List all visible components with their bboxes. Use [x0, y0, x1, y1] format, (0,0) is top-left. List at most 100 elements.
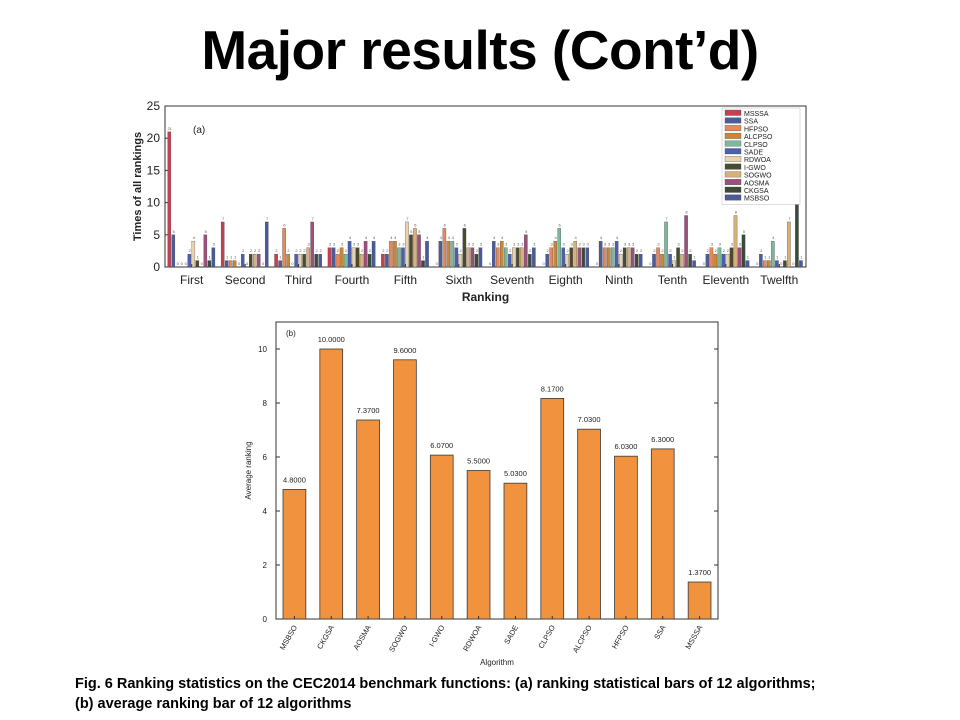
chart-b-bar [503, 482, 528, 620]
chart-a-data-label: 1 [226, 255, 229, 260]
chart-a-legend-label: AOSMA [744, 180, 770, 187]
chart-a-bar [729, 247, 734, 268]
chart-a-bar [240, 253, 245, 268]
chart-a-data-label: 3 [731, 242, 734, 247]
chart-a-bar [343, 253, 348, 268]
chart-a-data-label: 5 [173, 229, 176, 234]
chart-a-bar [557, 228, 561, 268]
chart-a-bar [602, 247, 607, 268]
chart-a-xtick-label: Eighth [549, 273, 583, 287]
chart-a-bar [553, 241, 557, 268]
chart-a-data-label: 1 [776, 255, 779, 260]
chart-a-bar [500, 241, 504, 268]
chart-b-xtick-label: ALCPSO [571, 623, 594, 654]
chart-a-data-label: 3 [341, 242, 344, 247]
chart-a-data-label: 0 [780, 261, 783, 266]
chart-a-ytick-label: 10 [147, 196, 161, 210]
chart-b-xtick-label: MSSSA [683, 624, 704, 651]
chart-a-data-label: 0 [596, 261, 599, 266]
chart-a-xtick-label: Twelfth [760, 273, 798, 287]
chart-a-bar [664, 221, 668, 268]
chart-a-data-label: 3 [468, 242, 471, 247]
chart-a-bar [256, 253, 261, 268]
chart-a-bar [347, 241, 352, 268]
chart-a-bar [630, 247, 635, 268]
chart-a-legend-label: ALCPSO [744, 134, 773, 141]
chart-a-bar [355, 247, 360, 268]
chart-a-data-label: 3 [612, 242, 615, 247]
chart-a-bar [528, 253, 532, 268]
chart-a-bar [516, 247, 520, 268]
chart-a-data-label: 2 [337, 248, 340, 253]
chart-a-legend-swatch [724, 186, 742, 193]
chart-b-xtick-label: I-GWO [427, 623, 447, 648]
chart-a-data-label: 5 [205, 229, 208, 234]
chart-a-bar [306, 247, 310, 268]
chart-b-bar [319, 348, 344, 620]
chart-a-bar [454, 247, 459, 268]
chart-a-legend-label: RDWOA [744, 157, 771, 164]
chart-a-bar [397, 247, 401, 268]
chart-a-data-label: 0 [201, 261, 204, 266]
chart-a-legend-label: SOGWO [744, 173, 772, 180]
chart-a-bar [638, 253, 643, 268]
chart-a-bar [775, 260, 779, 268]
chart-a-bar [684, 215, 688, 268]
chart-a-data-label: 0 [238, 261, 241, 266]
chart-a-bar [228, 260, 233, 268]
chart-a-bar [569, 247, 573, 268]
chart-b-xtick-label: MSBSO [278, 623, 299, 651]
chart-a-data-label: 6 [464, 222, 467, 227]
chart-a-bar [717, 247, 722, 268]
chart-b-data-label: 1.3700 [688, 568, 711, 577]
chart-a-data-label: 2 [303, 248, 306, 253]
chart-a-bar [286, 253, 290, 268]
chart-a-legend-swatch [724, 163, 742, 170]
chart-a-bar [474, 253, 479, 268]
chart-a-xtick-label: First [180, 273, 204, 287]
chart-a-data-label: 2 [250, 248, 253, 253]
chart-a-data-label: 3 [505, 242, 508, 247]
chart-a-data-label: 0 [262, 261, 265, 266]
chart-a-bar [314, 253, 318, 268]
chart-a-data-label: 4 [426, 235, 429, 240]
chart-a-data-label: 2 [546, 248, 549, 253]
chart-a-bar [310, 221, 314, 268]
chart-a-data-label: 3 [456, 242, 459, 247]
chart-b-xtick-label: AOSMA [351, 624, 372, 652]
chart-a-bar [462, 228, 467, 268]
chart-a-bar [565, 253, 569, 268]
chart-b-data-label: 5.5000 [467, 457, 490, 466]
chart-a-legend-swatch [724, 140, 742, 147]
chart-a-bar [561, 247, 565, 268]
chart-b-data-label: 6.3000 [651, 435, 674, 444]
chart-a-data-label: 3 [550, 242, 553, 247]
chart-a-bar [363, 241, 368, 268]
chart-a-bar [232, 260, 237, 268]
chart-a-bar [220, 221, 225, 268]
chart-b-data-label: 10.0000 [318, 335, 345, 344]
chart-a-bar [598, 241, 603, 268]
chart-a-data-label: 2 [382, 248, 385, 253]
chart-a-data-label: 2 [242, 248, 245, 253]
chart-a-bar [656, 247, 660, 268]
chart-a-bar [167, 131, 172, 268]
chart-a-panel-label: (a) [193, 125, 205, 136]
chart-b-ytick-label: 8 [263, 399, 268, 408]
chart-a-data-label: 4 [600, 235, 603, 240]
chart-a-data-label: 2 [254, 248, 257, 253]
chart-a-data-label: 2 [715, 248, 718, 253]
chart-a-bar [339, 247, 344, 268]
chart-a-data-label: 3 [333, 242, 336, 247]
chart-a-bar [171, 234, 176, 268]
chart-a-bar [478, 247, 483, 268]
chart-a-data-label: 3 [497, 242, 500, 247]
chart-a-data-label: 7 [311, 216, 314, 221]
chart-a-bar [545, 253, 549, 268]
chart-a-bar [573, 241, 577, 268]
chart-b-bar [650, 448, 675, 620]
chart-a-data-label: 1 [673, 255, 676, 260]
chart-a-bar [496, 247, 500, 268]
chart-a-data-label: 4 [452, 235, 455, 240]
chart-a-bar [524, 234, 528, 268]
